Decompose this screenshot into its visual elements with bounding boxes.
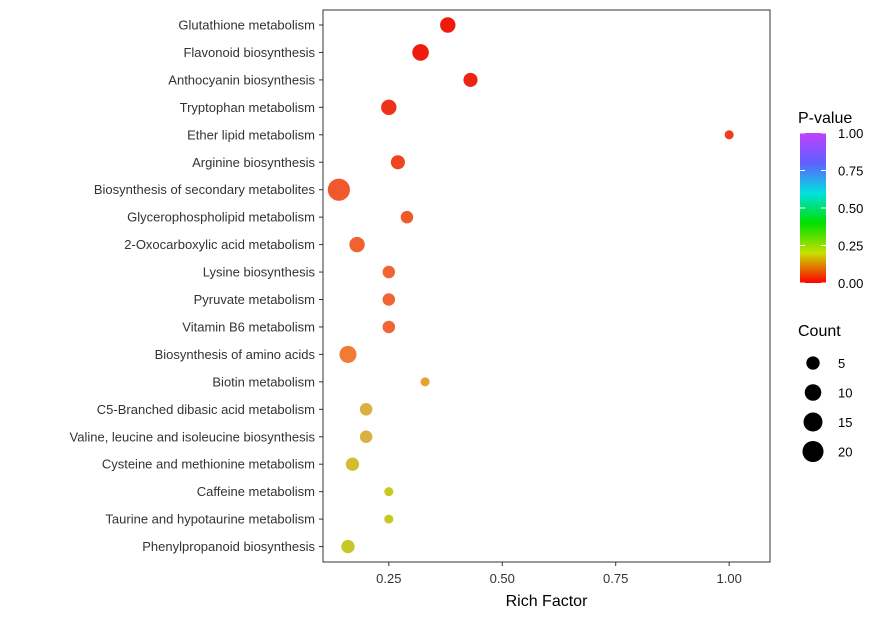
y-tick-label: Lysine biosynthesis <box>203 265 316 280</box>
x-tick-label: 1.00 <box>717 571 742 586</box>
data-point <box>327 178 350 201</box>
size-legend-title: Count <box>798 323 841 340</box>
y-tick-label: Biosynthesis of secondary metabolites <box>94 182 316 197</box>
data-point <box>463 72 478 87</box>
data-point <box>400 210 414 224</box>
y-tick-label: Tryptophan metabolism <box>180 100 315 115</box>
y-tick-label: Ether lipid metabolism <box>187 127 315 142</box>
y-tick-label: Pyruvate metabolism <box>194 292 315 307</box>
y-tick-label: Flavonoid biosynthesis <box>183 45 315 60</box>
data-point <box>412 44 429 61</box>
x-tick-label: 0.75 <box>603 571 628 586</box>
y-tick-label: Biosynthesis of amino acids <box>155 347 316 362</box>
size-legend-label: 5 <box>838 356 845 371</box>
color-tick-label: 0.00 <box>838 276 863 291</box>
y-tick-labels: Glutathione metabolism Flavonoid biosynth… <box>70 18 323 554</box>
plot-panel-border <box>322 9 771 563</box>
size-legend-items: 5 10 15 20 <box>802 356 852 463</box>
size-legend-label: 10 <box>838 386 852 401</box>
data-point <box>359 430 373 444</box>
data-point <box>349 236 365 253</box>
y-tick-label: Biotin metabolism <box>212 374 315 389</box>
size-legend: Count 5 10 15 20 <box>798 323 852 463</box>
data-point <box>384 514 394 524</box>
y-tick-label: Caffeine metabolism <box>197 484 315 499</box>
y-tick-label: 2-Oxocarboxylic acid metabolism <box>124 237 315 252</box>
y-tick-label: Phenylpropanoid biosynthesis <box>142 539 315 554</box>
x-tick-labels: 0.25 0.50 0.75 1.00 <box>376 562 742 586</box>
color-legend: P-value 1.00 0.75 0.50 0.25 0.00 <box>798 110 863 291</box>
data-point <box>381 99 397 116</box>
y-tick-label: Arginine biosynthesis <box>192 155 315 170</box>
y-tick-label: Glycerophospholipid metabolism <box>127 210 315 225</box>
x-axis-title: Rich Factor <box>506 593 588 610</box>
color-legend-ticks: 1.00 0.75 0.50 0.25 0.00 <box>800 126 863 291</box>
y-tick-label: Anthocyanin biosynthesis <box>168 72 315 87</box>
size-legend-label: 20 <box>838 445 852 460</box>
data-point <box>345 457 360 471</box>
size-legend-dot <box>802 440 824 463</box>
x-tick-label: 0.50 <box>490 571 515 586</box>
y-tick-label: Cysteine and methionine metabolism <box>102 457 315 472</box>
data-point <box>382 265 396 279</box>
size-legend-dot <box>806 356 820 370</box>
data-point <box>341 539 355 554</box>
color-tick-label: 0.25 <box>838 239 863 254</box>
data-point <box>384 487 394 497</box>
data-point <box>724 130 734 140</box>
data-point <box>359 403 373 416</box>
color-tick-label: 0.75 <box>838 164 863 179</box>
y-tick-label: Valine, leucine and isoleucine biosynthe… <box>70 429 316 444</box>
x-tick-label: 0.25 <box>376 571 401 586</box>
data-point <box>339 345 357 363</box>
size-legend-dot <box>804 384 822 401</box>
data-point <box>390 155 405 170</box>
y-tick-label: C5-Branched dibasic acid metabolism <box>97 402 315 417</box>
size-legend-label: 15 <box>838 415 852 430</box>
data-points <box>327 17 734 554</box>
data-point <box>382 320 396 334</box>
y-tick-label: Glutathione metabolism <box>178 18 315 33</box>
color-legend-title: P-value <box>798 110 852 127</box>
y-tick-label: Taurine and hypotaurine metabolism <box>105 512 315 527</box>
color-tick-label: 1.00 <box>838 126 863 141</box>
data-point <box>420 377 430 387</box>
data-point <box>382 293 396 306</box>
color-tick-label: 0.50 <box>838 201 863 216</box>
size-legend-dot <box>803 412 823 432</box>
data-point <box>440 17 456 33</box>
y-tick-label: Vitamin B6 metabolism <box>182 319 315 334</box>
